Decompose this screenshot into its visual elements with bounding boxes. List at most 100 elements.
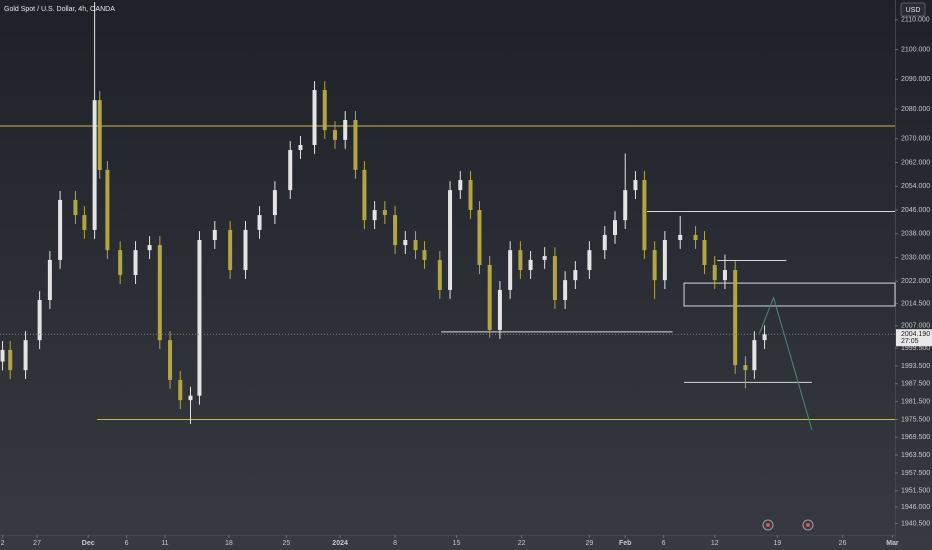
currency[interactable]: USD: [906, 7, 921, 14]
candle-body: [382, 210, 387, 216]
candle-body: [573, 270, 578, 281]
candle-body: [508, 250, 513, 290]
y-tick-label: 1987.500: [901, 381, 930, 388]
candle-body: [477, 210, 482, 265]
candle-body: [712, 264, 717, 281]
y-tick-label: 1975.500: [901, 416, 930, 423]
candle-body: [733, 270, 738, 366]
chart-title: Gold Spot / U.S. Dollar, 4h, OANDA: [4, 6, 115, 13]
candle-body: [612, 220, 617, 235]
candle-body: [437, 259, 442, 290]
x-tick-label: 6: [662, 540, 666, 547]
currency-box[interactable]: [900, 2, 926, 17]
y-tick-label: 2062.000: [901, 159, 930, 166]
projection-path: [759, 296, 813, 430]
candle-body: [332, 130, 337, 140]
candle-body: [487, 264, 492, 331]
candle-body: [662, 240, 667, 281]
x-tick-label: Feb: [619, 540, 631, 547]
x-tick-label: 25: [283, 540, 291, 547]
candle-body: [82, 215, 87, 230]
candle-body: [693, 234, 698, 241]
y-tick-label: 1940.500: [901, 520, 930, 527]
y-tick-label: 2022.000: [901, 278, 930, 285]
x-tick-label: 2024: [332, 540, 348, 547]
candle-body: [147, 245, 152, 251]
y-tick-label: 1969.500: [901, 434, 930, 441]
candle-body: [497, 289, 502, 331]
y-tick-label: 2046.000: [901, 207, 930, 214]
y-tick-label: 2090.000: [901, 76, 930, 83]
candle-body: [343, 120, 348, 140]
last-price-box: [896, 329, 932, 347]
candle-body: [37, 300, 42, 341]
candle-body: [353, 120, 358, 170]
y-tick-label: 1957.500: [901, 470, 930, 477]
y-tick-label: 2110.000: [901, 17, 930, 24]
y-tick-label: 2080.000: [901, 106, 930, 113]
candle-body: [702, 240, 707, 265]
candle-body: [257, 215, 262, 230]
x-tick-label: 6: [125, 540, 129, 547]
candle-body: [362, 169, 367, 221]
x-tick-label: 2: [1, 540, 5, 547]
candle-body: [652, 250, 657, 281]
y-tick-label: 2070.000: [901, 136, 930, 143]
y-tick-label: 2100.000: [901, 46, 930, 53]
candle-body: [73, 199, 78, 216]
candle-body: [97, 100, 102, 170]
candle-body: [528, 259, 533, 271]
indicator-icons: [762, 519, 814, 531]
y-tick-label: 1999.500: [901, 345, 930, 352]
zone-box: [683, 282, 896, 307]
candle-body: [322, 90, 327, 131]
candle-body: [542, 256, 547, 260]
candle-body: [228, 229, 233, 271]
x-tick-label: 26: [839, 540, 847, 547]
candle-body: [157, 245, 162, 341]
candle-body: [47, 259, 52, 301]
candle-body: [518, 250, 523, 271]
y-tick-label: 2007.000: [901, 323, 930, 330]
candle-body: [623, 190, 628, 221]
candle-body: [288, 150, 293, 191]
candle-body: [762, 334, 767, 341]
candle-body: [243, 229, 248, 271]
candle-body: [642, 180, 647, 251]
x-tick-label: 22: [518, 540, 526, 547]
candle-body: [133, 250, 138, 276]
x-tick-label: 29: [586, 540, 594, 547]
candle-body: [212, 229, 217, 241]
candle-body: [178, 379, 183, 401]
y-tick-label: 2014.500: [901, 300, 930, 307]
candle-body: [722, 270, 727, 281]
y-tick-label: 1951.500: [901, 488, 930, 495]
candle-body: [752, 340, 757, 371]
y-tick-label: 1946.000: [901, 504, 930, 511]
candle-body: [105, 169, 110, 251]
candle-body: [403, 240, 408, 246]
candle-body: [448, 190, 453, 290]
candle-body: [458, 180, 463, 191]
y-tick-label: 1993.500: [901, 363, 930, 370]
candle-body: [188, 395, 193, 401]
y-tick-label: 1981.500: [901, 398, 930, 405]
candle-body: [587, 250, 592, 271]
x-tick-label: Mar: [886, 540, 899, 547]
candle-body: [312, 90, 317, 145]
x-tick-label: 15: [453, 540, 461, 547]
x-tick-label: 12: [711, 540, 719, 547]
candle-body: [272, 190, 277, 216]
candle-body: [58, 199, 63, 260]
x-tick-label: 11: [161, 540, 168, 547]
candle-body: [92, 100, 97, 230]
candle-body: [372, 210, 377, 221]
candle-body: [743, 365, 748, 371]
candle-body: [422, 250, 427, 260]
x-tick-label: 8: [393, 540, 397, 547]
candle-body: [602, 234, 607, 251]
x-tick-label: 18: [225, 540, 233, 547]
candle-body: [393, 215, 398, 246]
candle-body: [563, 280, 568, 301]
